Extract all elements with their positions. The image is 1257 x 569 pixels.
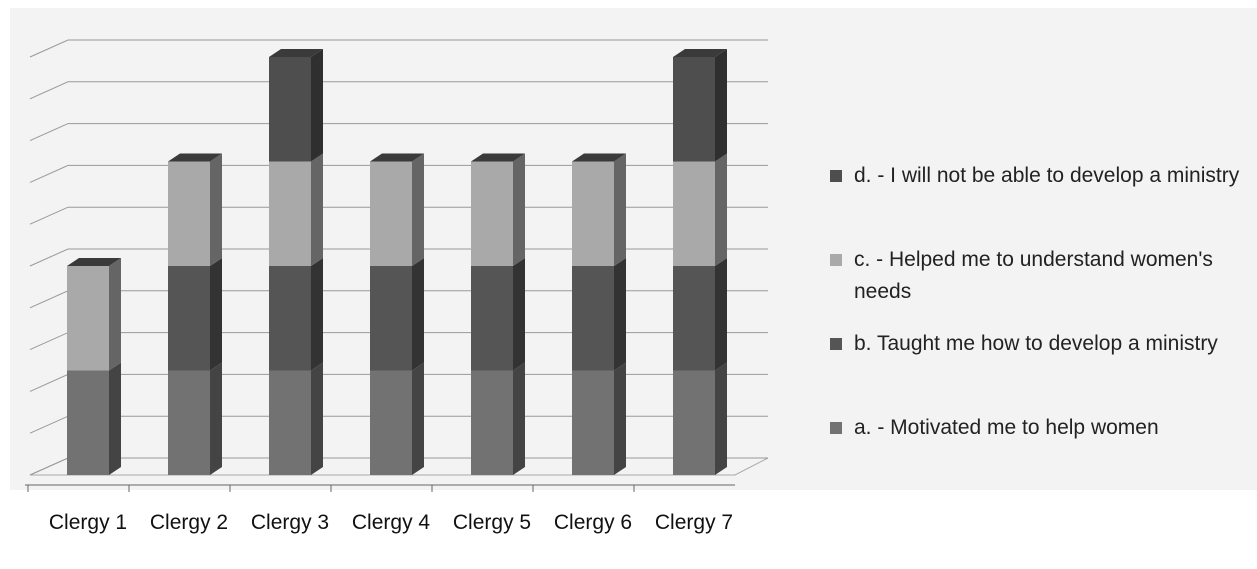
- bar-face: [513, 153, 525, 266]
- bar-segment: [269, 49, 323, 162]
- legend-swatch: [830, 170, 842, 182]
- bar-face: [715, 49, 727, 162]
- x-tick-label: Clergy 5: [452, 511, 532, 534]
- bar-face: [673, 57, 715, 162]
- bar-face: [269, 161, 311, 266]
- bar-face: [269, 266, 311, 371]
- legend-swatch: [830, 338, 842, 350]
- bar-segment: [673, 49, 727, 162]
- bar-face: [614, 362, 626, 475]
- bar-face: [168, 266, 210, 371]
- bar-face: [109, 362, 121, 475]
- x-tick-label: Clergy 7: [654, 511, 734, 534]
- bar-segment: [572, 258, 626, 371]
- bar-segment: [168, 258, 222, 371]
- bar-face: [471, 370, 513, 475]
- bar-face: [370, 370, 412, 475]
- bar-face: [168, 370, 210, 475]
- grid-line: [29, 123, 768, 142]
- bar-segment: [269, 362, 323, 475]
- x-tick-label: Clergy 4: [351, 511, 431, 534]
- x-tick-label: Clergy 6: [553, 511, 633, 534]
- bar-top: [168, 153, 222, 162]
- bar-face: [210, 153, 222, 266]
- bar-face: [715, 258, 727, 371]
- bar-face: [572, 370, 614, 475]
- bar-face: [673, 161, 715, 266]
- bar-segment: [572, 362, 626, 475]
- bar-top: [370, 153, 424, 162]
- bar-segment: [673, 153, 727, 266]
- bar-top: [471, 153, 525, 162]
- bar-face: [67, 266, 109, 371]
- bar-segment: [168, 362, 222, 475]
- bar-face: [572, 266, 614, 371]
- bar-face: [210, 258, 222, 371]
- legend-label: c. - Helped me to understand women's nee…: [854, 248, 1213, 303]
- bar-segment: [269, 258, 323, 371]
- grid-line: [29, 81, 768, 100]
- bar-top: [673, 49, 727, 57]
- legend-label: a. - Motivated me to help women: [854, 416, 1159, 439]
- bar-face: [311, 49, 323, 162]
- bar-face: [412, 153, 424, 266]
- bar-face: [614, 258, 626, 371]
- bar-segment: [471, 362, 525, 475]
- bar-face: [673, 370, 715, 475]
- bar-face: [370, 266, 412, 371]
- bar-top: [572, 153, 626, 162]
- bar-top: [269, 49, 323, 57]
- bar-segment: [370, 362, 424, 475]
- bar-segment: [370, 258, 424, 371]
- x-tick-label: Clergy 2: [149, 511, 229, 534]
- grid-line: [29, 248, 768, 267]
- bar-face: [370, 161, 412, 266]
- bar-face: [513, 258, 525, 371]
- bar-face: [572, 161, 614, 266]
- bar-segment: [67, 258, 121, 371]
- bar-face: [412, 258, 424, 371]
- bar-segment: [471, 153, 525, 266]
- x-tick-label: Clergy 3: [250, 511, 330, 534]
- grid-line: [29, 206, 768, 225]
- bar-segment: [673, 362, 727, 475]
- bar-face: [311, 153, 323, 266]
- legend-label: d. - I will not be able to develop a min…: [854, 164, 1240, 187]
- x-tick-label: Clergy 1: [48, 511, 128, 534]
- bar-face: [471, 266, 513, 371]
- bar-face: [715, 153, 727, 266]
- bar-face: [614, 153, 626, 266]
- bar-face: [311, 258, 323, 371]
- legend-label: b. Taught me how to develop a ministry: [854, 332, 1218, 355]
- bar-segment: [67, 362, 121, 475]
- bar-segment: [572, 153, 626, 266]
- bar-face: [67, 370, 109, 475]
- bar-face: [412, 362, 424, 475]
- bar-face: [168, 161, 210, 266]
- grid-line: [29, 39, 768, 58]
- bar-face: [311, 362, 323, 475]
- bar-face: [513, 362, 525, 475]
- bar-face: [269, 370, 311, 475]
- bar-top: [67, 258, 121, 266]
- bar-face: [673, 266, 715, 371]
- bar-segment: [269, 153, 323, 266]
- bar-face: [109, 258, 121, 371]
- bar-segment: [370, 153, 424, 266]
- legend-swatch: [830, 254, 842, 266]
- bar-segment: [673, 258, 727, 371]
- bar-segment: [471, 258, 525, 371]
- bar-face: [471, 161, 513, 266]
- bar-face: [269, 57, 311, 162]
- grid-line: [29, 164, 768, 183]
- bar-segment: [168, 153, 222, 266]
- bar-face: [715, 362, 727, 475]
- legend-swatch: [830, 422, 842, 434]
- bar-face: [210, 362, 222, 475]
